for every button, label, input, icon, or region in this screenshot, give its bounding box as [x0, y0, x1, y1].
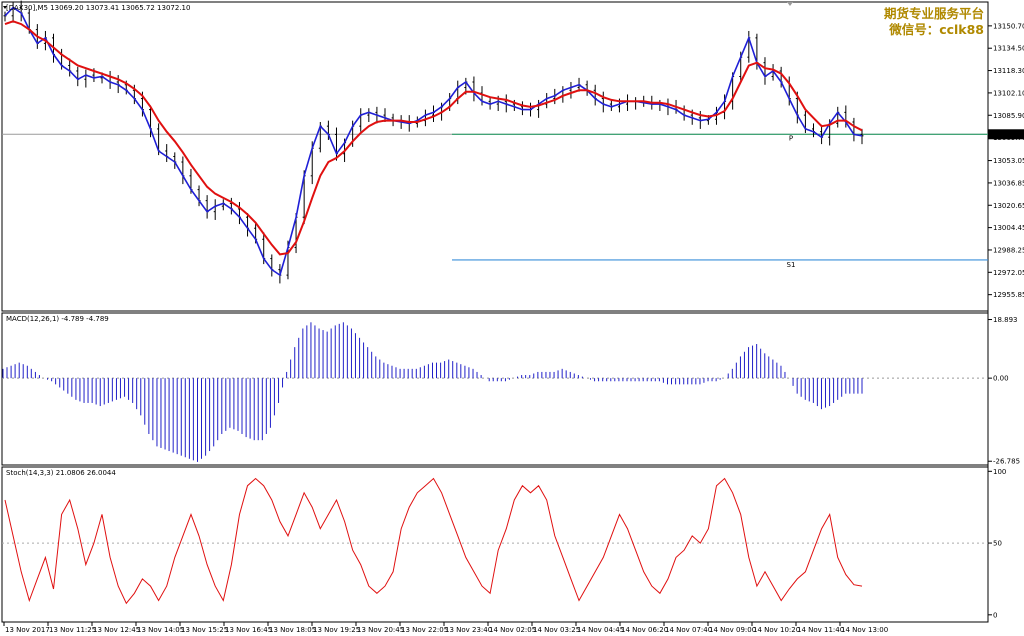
time-tick-label: 13 Nov 20:45 [357, 626, 404, 634]
macd-panel-title: MACD(12,26,1) -4.789 -4.789 [6, 315, 109, 323]
time-tick-label: 13 Nov 12:45 [93, 626, 140, 634]
time-tick-label: 14 Nov 13:00 [841, 626, 888, 634]
stoch-tick-label: 100 [993, 468, 1006, 476]
panel-frame-0 [1, 1, 989, 312]
price-tick-label: 13085.90 [993, 112, 1024, 120]
time-tick-label: 13 Nov 23:40 [445, 626, 492, 634]
stoch-tick-label: 50 [993, 540, 1002, 548]
time-tick-label: 14 Nov 10:20 [753, 626, 800, 634]
time-tick-label: 14 Nov 03:25 [533, 626, 580, 634]
current-price-tag [988, 129, 1024, 140]
panel-frame-2 [1, 466, 989, 623]
time-tick-label: 13 Nov 2017 [5, 626, 50, 634]
time-tick-label: 13 Nov 15:25 [181, 626, 228, 634]
macd-tick-label: 0.00 [993, 375, 1009, 383]
price-tick-label: 13020.65 [993, 202, 1024, 210]
time-tick-label: 14 Nov 09:00 [709, 626, 756, 634]
watermark: 期货专业服务平台 微信号：cclk88 [884, 6, 984, 38]
price-tick-label: 12972.05 [993, 269, 1024, 277]
time-tick-label: 13 Nov 14:05 [137, 626, 184, 634]
price-series-0 [4, 6, 863, 277]
price-tick-label: 13102.10 [993, 89, 1024, 97]
time-tick-label: 13 Nov 11:25 [49, 626, 96, 634]
price-tick-label: 13118.30 [993, 67, 1024, 75]
macd-tick-label: 18.893 [993, 316, 1018, 324]
collapse-triangle-icon[interactable] [3, 6, 7, 9]
time-tick-label: 13 Nov 19:25 [313, 626, 360, 634]
stoch-tick-label: 0 [993, 611, 997, 619]
price-tick-label: 13134.50 [993, 45, 1024, 53]
price-tick-label: 13004.45 [993, 224, 1024, 232]
price-tick-label: 12988.25 [993, 246, 1024, 254]
macd-tick-label: -26.785 [993, 458, 1020, 466]
price-tick-label: 12955.85 [993, 291, 1024, 299]
time-tick-label: 14 Nov 11:40 [797, 626, 844, 634]
level-label-p: P [789, 134, 793, 142]
shift-marker-icon[interactable] [787, 2, 793, 6]
time-tick-label: 14 Nov 07:40 [665, 626, 712, 634]
stoch-line [4, 477, 863, 605]
watermark-line-1: 期货专业服务平台 [883, 6, 984, 21]
price-tick-label: 13036.85 [993, 179, 1024, 187]
panel-frame-1 [1, 312, 989, 466]
time-tick-label: 13 Nov 22:05 [401, 626, 448, 634]
price-tick-label: 13150.70 [993, 22, 1024, 30]
level-label-s1: S1 [787, 261, 796, 269]
watermark-line-2: 微信号：cclk88 [889, 22, 984, 37]
time-tick-label: 13 Nov 18:05 [269, 626, 316, 634]
current-price-label: 13072.10 [992, 131, 1024, 139]
time-tick-label: 14 Nov 02:05 [489, 626, 536, 634]
stoch-panel-title: Stoch(14,3,3) 21.0806 26.0044 [6, 469, 116, 477]
price-tick-label: 13053.05 [993, 157, 1024, 165]
price-series-1 [4, 20, 863, 256]
price-panel-title: [DAX30],M5 13069.20 13073.41 13065.72 13… [6, 4, 190, 12]
time-tick-label: 14 Nov 06:20 [621, 626, 668, 634]
time-tick-label: 14 Nov 04:45 [577, 626, 624, 634]
time-tick-label: 13 Nov 16:45 [225, 626, 272, 634]
